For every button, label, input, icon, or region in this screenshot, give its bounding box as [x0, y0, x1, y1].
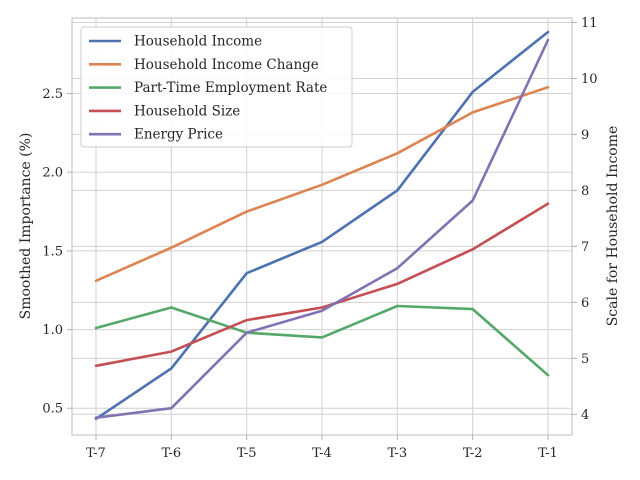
y-tick-label: 1.0	[42, 323, 63, 338]
x-tick-label: T-2	[463, 446, 483, 461]
legend-box	[80, 26, 353, 148]
y2-tick-label: 10	[581, 72, 598, 87]
x-tick-label: T-7	[86, 446, 106, 461]
y2-tick-label: 5	[581, 352, 589, 367]
y2-tick-label: 6	[581, 296, 589, 311]
y-tick-label: 1.5	[42, 244, 63, 259]
x-tick-label: T-6	[161, 446, 181, 461]
y-axis-title: Smoothed Importance (%)	[18, 133, 34, 320]
series-line-energy-price	[94, 38, 550, 420]
series-line-part-time-employment-rate	[94, 304, 550, 377]
x-tick-label: T-3	[387, 446, 407, 461]
y2-tick-label: 9	[581, 128, 589, 143]
series-line-household-size	[94, 202, 550, 368]
y2-tick-label: 8	[581, 184, 589, 199]
y2-tick-label: 4	[581, 408, 589, 423]
series-line-household-income-change	[94, 85, 550, 283]
x-tick-label: T-4	[312, 446, 332, 461]
axis-ticks: T-7 T-6 T-5 T-4 T-3 T-2 T-1 0.5 1.0 1.5 2.0 2.5 4 5 6 7…	[42, 16, 597, 461]
legend: Household Income Household Income Change P…	[80, 26, 353, 148]
y2-tick-label: 11	[581, 16, 598, 31]
legend-label-part-time-employment-rate: Part-Time Employment Rate	[134, 80, 327, 96]
legend-label-household-income: Household Income	[134, 34, 262, 50]
x-tick-label: T-5	[237, 446, 257, 461]
y-tick-label: 0.5	[42, 402, 63, 417]
y-tick-label: 2.0	[42, 166, 63, 181]
legend-label-energy-price: Energy Price	[134, 127, 223, 143]
x-tick-label: T-1	[538, 446, 558, 461]
legend-label-household-income-change: Household Income Change	[134, 57, 319, 73]
series-line-household-income	[94, 30, 550, 421]
y2-axis-title: Scale for Household Income	[605, 126, 621, 327]
series-lines	[94, 30, 550, 421]
legend-label-household-size: Household Size	[134, 103, 240, 119]
y2-tick-label: 7	[581, 240, 589, 255]
y-tick-label: 2.5	[42, 87, 63, 102]
